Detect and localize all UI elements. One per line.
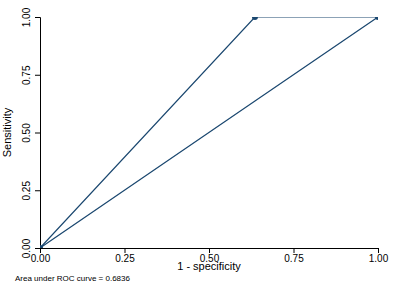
chart: 0.000.250.500.751.000.000.250.500.751.00… xyxy=(0,0,400,284)
y-tick-label: 0.25 xyxy=(21,181,32,201)
x-tick: 0.00 xyxy=(31,248,51,264)
y-tick: 0.25 xyxy=(21,181,40,201)
y-tick-mark xyxy=(35,248,40,249)
x-tick-label: 0.75 xyxy=(284,253,304,264)
x-tick-label: 0.25 xyxy=(115,253,135,264)
y-tick-mark xyxy=(35,190,40,191)
y-tick: 0.75 xyxy=(21,65,40,85)
annotation: Area under ROC curve = 0.6836 xyxy=(15,274,131,283)
y-axis-line xyxy=(35,18,41,249)
y-tick-label: 0.75 xyxy=(21,65,32,85)
y-tick-label: 1.00 xyxy=(21,7,32,27)
y-tick-mark xyxy=(35,17,40,18)
plot: 0.000.250.500.751.000.000.250.500.751.00 xyxy=(21,7,389,264)
x-tick: 0.25 xyxy=(115,248,135,264)
y-tick: 1.00 xyxy=(21,7,40,27)
x-tick: 0.75 xyxy=(284,248,304,264)
y-tick: 0.50 xyxy=(21,123,40,143)
x-tick-label: 1.00 xyxy=(369,253,389,264)
series-line xyxy=(40,17,378,248)
x-axis-title: 1 - specificity xyxy=(177,260,241,272)
x-tick-label: 0.00 xyxy=(31,253,51,264)
y-tick-mark xyxy=(35,133,40,134)
y-tick-mark xyxy=(35,75,40,76)
y-tick-label: 0.50 xyxy=(21,123,32,143)
series-marker xyxy=(252,17,258,20)
series-line xyxy=(40,17,378,248)
y-tick: 0.00 xyxy=(21,238,40,258)
marks xyxy=(40,17,378,248)
y-tick-label: 0.00 xyxy=(21,238,32,258)
y-axis: 0.00 0.25 0.50 0.75 1.00 xyxy=(21,7,41,258)
y-axis-title: Sensitivity xyxy=(1,107,13,157)
x-tick: 1.00 xyxy=(369,248,389,264)
